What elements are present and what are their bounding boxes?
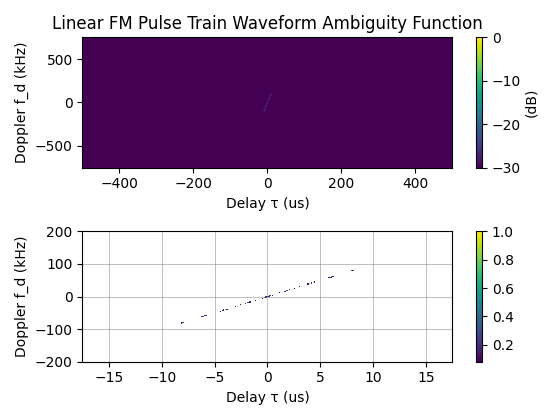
- X-axis label: Delay τ (us): Delay τ (us): [226, 197, 309, 211]
- Y-axis label: Doppler f_d (kHz): Doppler f_d (kHz): [15, 236, 29, 357]
- Y-axis label: Doppler f_d (kHz): Doppler f_d (kHz): [15, 42, 29, 163]
- X-axis label: Delay τ (us): Delay τ (us): [226, 391, 309, 405]
- Y-axis label: (dB): (dB): [524, 88, 538, 117]
- Title: Linear FM Pulse Train Waveform Ambiguity Function: Linear FM Pulse Train Waveform Ambiguity…: [52, 15, 483, 33]
